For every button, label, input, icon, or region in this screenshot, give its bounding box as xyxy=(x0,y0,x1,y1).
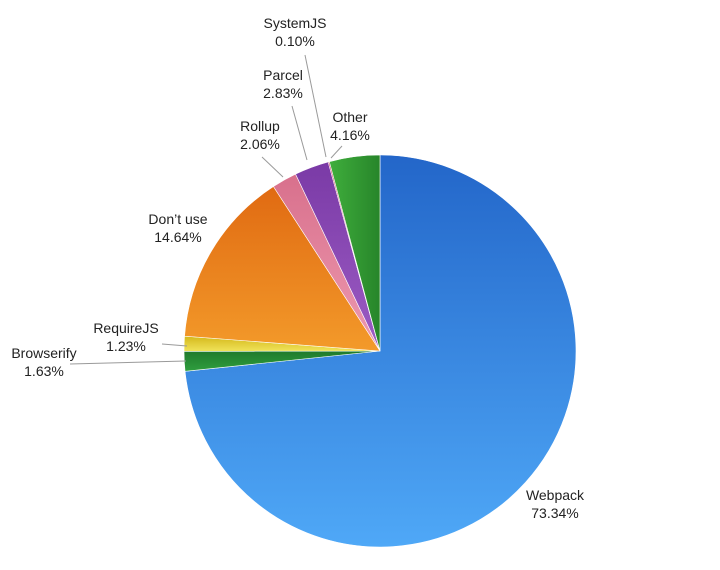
slice-value-label-systemjs: 0.10% xyxy=(275,33,315,49)
pie-slice-webpack xyxy=(184,154,577,548)
slice-value-label-parcel: 2.83% xyxy=(263,85,303,101)
slice-label-requirejs: RequireJS xyxy=(93,320,158,336)
slice-value-label-rollup: 2.06% xyxy=(240,136,280,152)
leader-line-rollup xyxy=(261,156,284,178)
leader-line-parcel xyxy=(291,105,308,161)
leader-line-requirejs xyxy=(161,343,188,347)
slice-value-label-browserify: 1.63% xyxy=(24,363,64,379)
slice-value-label-requirejs: 1.23% xyxy=(106,338,146,354)
slice-label-rollup: Rollup xyxy=(240,118,280,134)
pie-slice-other xyxy=(328,154,381,352)
slice-value-label-other: 4.16% xyxy=(330,127,370,143)
leader-line-other xyxy=(330,145,343,159)
leader-line-browserify xyxy=(69,360,187,365)
slice-label-don-t-use: Don’t use xyxy=(148,211,207,227)
slice-label-systemjs: SystemJS xyxy=(263,15,326,31)
leader-line-systemjs xyxy=(304,54,327,158)
leader-lines xyxy=(69,54,343,365)
pie-slice-don-t-use xyxy=(184,186,381,352)
pie-slices xyxy=(183,154,577,548)
slice-value-label-webpack: 73.34% xyxy=(531,505,578,521)
slice-label-webpack: Webpack xyxy=(526,487,585,503)
slice-labels: Webpack 73.34% Browserify 1.63% RequireJS 1.2… xyxy=(11,15,585,521)
slice-label-parcel: Parcel xyxy=(263,67,303,83)
slice-label-other: Other xyxy=(332,109,367,125)
slice-value-label-don-t-use: 14.64% xyxy=(154,229,201,245)
slice-label-browserify: Browserify xyxy=(11,345,76,361)
